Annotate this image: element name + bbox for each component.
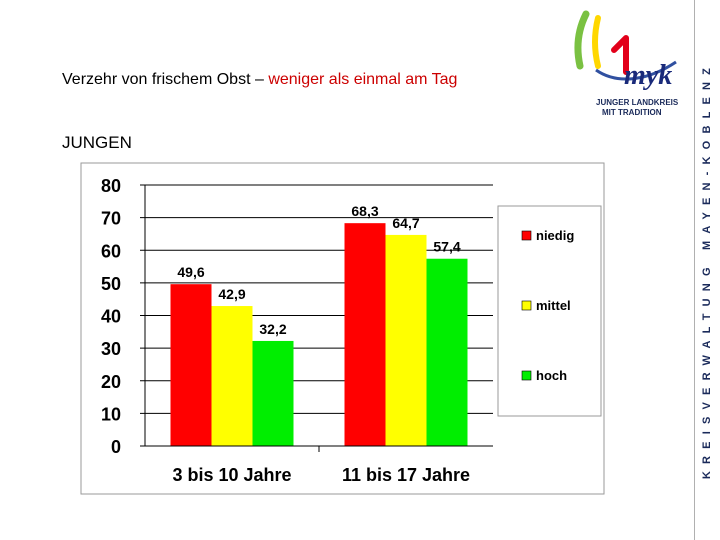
side-band bbox=[694, 0, 720, 540]
logo-line1: JUNGER LANDKREIS bbox=[596, 98, 679, 107]
bar-data-label: 57,4 bbox=[433, 239, 460, 255]
side-organization-text: KREISVERWALTUNG MAYEN-KOBLENZ bbox=[701, 60, 713, 480]
bar-mittel bbox=[385, 234, 427, 446]
title-highlight: weniger als einmal am Tag bbox=[268, 71, 458, 88]
y-tick-label: 80 bbox=[101, 176, 121, 196]
bar-data-label: 42,9 bbox=[218, 286, 245, 302]
bar-niedig bbox=[344, 223, 386, 446]
y-tick-label: 60 bbox=[101, 241, 121, 261]
legend-label-niedig: niedig bbox=[536, 228, 574, 243]
legend-label-mittel: mittel bbox=[536, 298, 571, 313]
bar-hoch bbox=[426, 258, 468, 446]
logo-name: myk bbox=[624, 60, 672, 91]
bar-data-label: 49,6 bbox=[177, 264, 204, 280]
x-category-label: 3 bis 10 Jahre bbox=[172, 465, 291, 485]
legend-swatch-hoch bbox=[521, 370, 532, 381]
bar-hoch bbox=[252, 340, 294, 446]
logo-swoosh-green bbox=[574, 10, 590, 70]
legend-box bbox=[497, 205, 602, 417]
y-tick-label: 30 bbox=[101, 339, 121, 359]
myk-logo: myk JUNGER LANDKREIS MIT TRADITION bbox=[574, 10, 679, 117]
x-category-label: 11 bis 17 Jahre bbox=[342, 465, 470, 485]
y-tick-label: 20 bbox=[101, 372, 121, 392]
y-tick-label: 10 bbox=[101, 404, 121, 424]
legend-swatch-mittel bbox=[521, 300, 532, 311]
title-main: Verzehr von frischem Obst – bbox=[62, 71, 269, 88]
bar-chart: 49,6 42,9 32,2 68,3 64,7 57,4 0 10 20 30 40 50 60 70… bbox=[80, 162, 605, 495]
logo-one-red bbox=[611, 35, 629, 75]
bar-mittel bbox=[211, 306, 253, 446]
bar-data-label: 64,7 bbox=[392, 215, 419, 231]
y-tick-label: 70 bbox=[101, 209, 121, 229]
logo-swoosh-yellow bbox=[592, 15, 601, 69]
page-subtitle: JUNGEN bbox=[62, 133, 132, 152]
y-tick-label: 0 bbox=[111, 437, 121, 457]
page-title: Verzehr von frischem Obst – weniger als … bbox=[62, 71, 457, 89]
logo-swoosh-blue bbox=[595, 60, 677, 81]
bar-data-label: 68,3 bbox=[351, 203, 378, 219]
legend-label-hoch: hoch bbox=[536, 368, 567, 383]
bar-niedig bbox=[170, 284, 212, 446]
logo-line2: MIT TRADITION bbox=[602, 108, 662, 117]
bar-data-label: 32,2 bbox=[259, 321, 286, 337]
legend-swatch-niedig bbox=[521, 230, 532, 241]
y-tick-label: 40 bbox=[101, 307, 121, 327]
y-tick-label: 50 bbox=[101, 274, 121, 294]
